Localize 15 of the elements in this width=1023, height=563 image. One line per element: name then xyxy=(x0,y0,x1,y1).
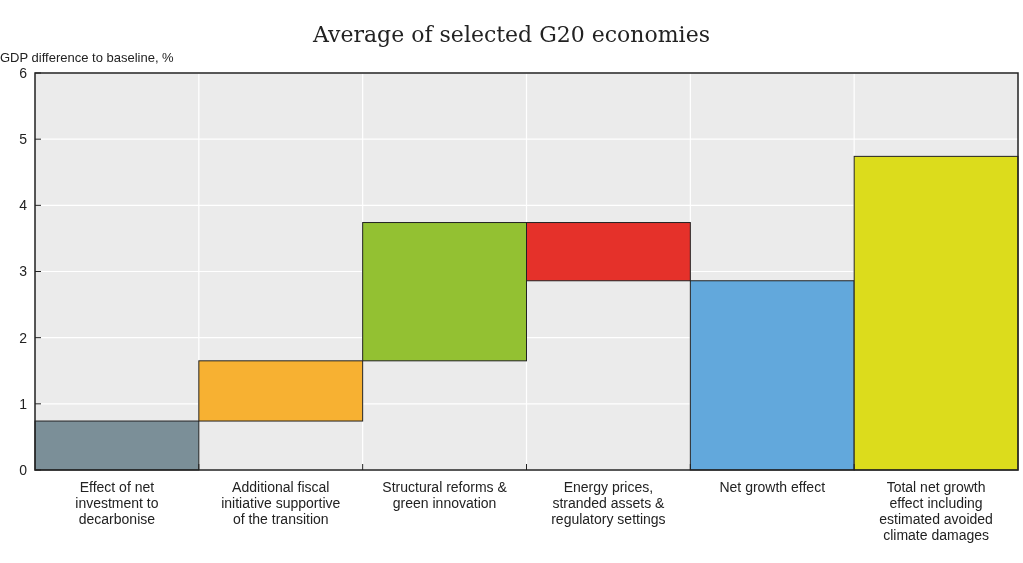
y-tick-label: 3 xyxy=(19,263,28,280)
y-tick-label: 4 xyxy=(19,197,28,214)
x-tick-label: Effect of net investment to decarbonise xyxy=(75,479,159,527)
y-tick-label: 1 xyxy=(19,395,28,412)
x-tick-label: Additional fiscal initiative supportive of the transition xyxy=(221,479,341,527)
y-axis-title: GDP difference to baseline, % xyxy=(0,50,175,65)
x-tick-label: Energy prices, stranded assets & regulatory settings xyxy=(551,479,666,527)
x-tick-label: Structural reforms & green innovation xyxy=(382,479,508,511)
x-tick-label: Net growth effect xyxy=(719,479,826,495)
y-tick-label: 2 xyxy=(19,329,28,346)
y-tick-label: 0 xyxy=(19,461,28,478)
x-tick-label: Total net growth effect including estimated avoided climate damages xyxy=(879,479,993,543)
y-tick-label: 5 xyxy=(19,131,28,148)
y-tick-label: 6 xyxy=(19,64,28,81)
chart-title: Average of selected G20 economies xyxy=(312,22,710,47)
